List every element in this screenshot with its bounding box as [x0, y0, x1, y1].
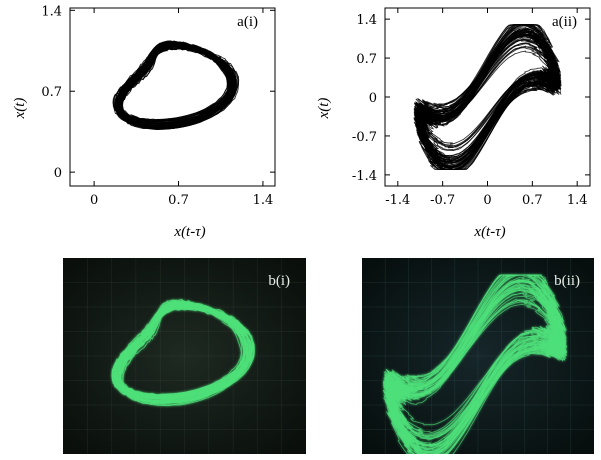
y-tick-label: 0	[369, 91, 377, 106]
x-tick-label: -1.4	[385, 193, 410, 208]
y-tick-labels: -1.4 -0.7 0 0.7 1.4	[352, 13, 590, 184]
trajectory-loop	[118, 306, 247, 396]
plot-frame	[69, 7, 276, 187]
y-axis-label: x(t)	[12, 98, 28, 120]
panel-label: b(i)	[268, 273, 290, 289]
x-tick-label: 0.7	[522, 193, 543, 208]
x-axis-label: x(t-τ)	[473, 224, 505, 240]
attractor-trajectory	[112, 40, 240, 130]
x-tick-labels: 0 0.7 1.4	[90, 8, 273, 208]
oscilloscope-trace	[111, 299, 255, 407]
trajectory-loop	[116, 300, 250, 404]
trajectory-loop	[114, 43, 237, 126]
y-tick-label: 0.7	[356, 52, 377, 67]
trajectory-loop	[413, 24, 559, 165]
trajectory-loop	[118, 305, 247, 398]
y-tick-label: 1.4	[356, 13, 377, 28]
panel-label: b(ii)	[554, 273, 580, 289]
x-tick-label: 0	[90, 193, 98, 208]
trajectory-loop	[385, 292, 565, 454]
trajectory-loop	[382, 283, 565, 447]
y-tick-label: 0.7	[41, 85, 62, 100]
trajectory-loop	[416, 28, 562, 170]
panel-a-i: 0 0.7 1.4 0 0.7 1.4 a(i) x(t-τ) x(t)	[12, 4, 276, 240]
plot-frame	[384, 7, 591, 187]
y-tick-label: 0	[54, 166, 62, 181]
y-tick-labels: 0 0.7 1.4	[41, 4, 275, 181]
oscilloscope-screen	[63, 258, 306, 454]
trajectory-loop	[414, 35, 561, 167]
attractor-trajectory	[413, 23, 562, 170]
x-tick-label: 0	[483, 193, 491, 208]
y-tick-label: 1.4	[41, 4, 62, 19]
trajectory-loop	[115, 44, 236, 125]
panel-b-ii: b(ii)	[362, 258, 594, 454]
x-tick-label: -0.7	[430, 193, 455, 208]
oscilloscope-trace	[382, 274, 568, 454]
y-axis-label: x(t)	[316, 98, 332, 120]
trajectory-loop	[384, 289, 567, 426]
x-tick-label: 1.4	[253, 193, 274, 208]
oscilloscope-grid	[63, 258, 306, 454]
x-axis-label: x(t-τ)	[173, 224, 205, 240]
trajectory-loop	[121, 41, 229, 129]
x-tick-label: 1.4	[567, 193, 588, 208]
trajectory-loop	[413, 30, 561, 162]
trajectory-loop	[382, 298, 568, 451]
panel-a-ii: -1.4 -0.7 0 0.7 1.4 -1.4 -0.7 0 0.7 1.4 a(ii) x(…	[316, 7, 591, 240]
trajectory-loop	[415, 39, 560, 161]
panel-label: a(ii)	[552, 14, 577, 30]
y-tick-label: -0.7	[352, 130, 377, 145]
panel-label: a(i)	[237, 14, 258, 30]
x-tick-label: 0.7	[168, 193, 189, 208]
panel-b-i: b(i)	[63, 258, 306, 454]
trajectory-loop	[120, 44, 230, 125]
x-tick-labels: -1.4 -0.7 0 0.7 1.4	[385, 8, 588, 208]
trajectory-loop	[115, 302, 251, 402]
trajectory-loop	[119, 48, 232, 121]
y-tick-label: -1.4	[352, 169, 377, 184]
